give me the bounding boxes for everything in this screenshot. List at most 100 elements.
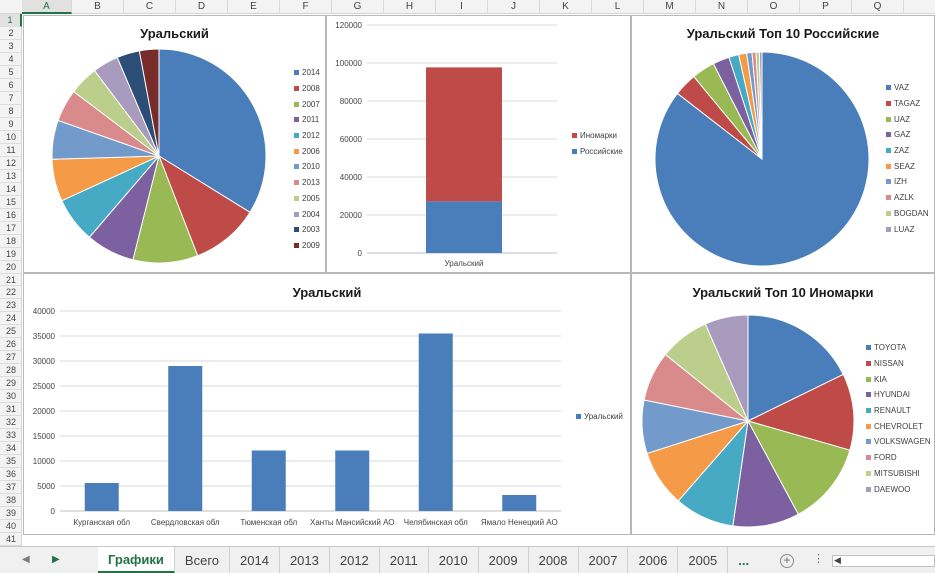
legend-label: 2008 (302, 84, 320, 94)
row-header-21[interactable]: 21 (0, 274, 22, 287)
sheet-tab[interactable]: Всего (175, 547, 231, 573)
sheet-tab[interactable]: 2013 (280, 547, 330, 573)
column-header-h[interactable]: H (384, 0, 436, 14)
row-header-1[interactable]: 1 (0, 14, 22, 27)
legend-swatch (294, 70, 299, 76)
pie-slice-2009 (138, 48, 160, 157)
row-header-41[interactable]: 41 (0, 533, 22, 546)
bar (168, 366, 203, 511)
sheet-tab[interactable]: 2010 (429, 547, 479, 573)
legend-label: UAZ (894, 114, 910, 124)
row-header-33[interactable]: 33 (0, 429, 22, 443)
column-header-b[interactable]: B (72, 0, 124, 14)
legend-swatch (572, 149, 577, 155)
triangle-left-icon[interactable]: ◀ (22, 554, 30, 565)
row-header-5[interactable]: 5 (0, 66, 22, 79)
row-header-25[interactable]: 25 (0, 325, 22, 339)
column-header-i[interactable]: I (436, 0, 488, 14)
triangle-right-icon[interactable]: ▶ (52, 554, 60, 565)
row-header-32[interactable]: 32 (0, 416, 22, 430)
row-header-40[interactable]: 40 (0, 520, 22, 534)
column-header-q[interactable]: Q (852, 0, 904, 14)
row-header-2[interactable]: 2 (0, 27, 22, 40)
row-header-20[interactable]: 20 (0, 261, 22, 274)
legend-swatch (866, 345, 871, 351)
legend-label: 2003 (302, 225, 320, 235)
column-header-e[interactable]: E (228, 0, 280, 14)
row-header-17[interactable]: 17 (0, 222, 22, 235)
row-header-36[interactable]: 36 (0, 468, 22, 482)
column-header-j[interactable]: J (488, 0, 540, 14)
vertical-dots-icon[interactable]: ⋮ (813, 553, 824, 565)
row-header-29[interactable]: 29 (0, 377, 22, 391)
row-header-9[interactable]: 9 (0, 118, 22, 131)
worksheet-grid[interactable]: Уральский 2014 2008 2007 2011 2012 2006 2010 20… (22, 14, 935, 546)
sheet-tab[interactable]: 2012 (330, 547, 380, 573)
plus-circle-icon[interactable]: + (780, 554, 794, 568)
column-header-g[interactable]: G (332, 0, 384, 14)
horizontal-scrollbar[interactable]: ◀ (832, 555, 935, 567)
row-header-12[interactable]: 12 (0, 157, 22, 170)
sheet-tab[interactable]: 2011 (380, 547, 429, 573)
column-header-f[interactable]: F (280, 0, 332, 14)
chart-pie-russian-top10[interactable]: Уральский Топ 10 Российские VAZ TAGAZ UAZ G… (631, 15, 935, 273)
row-header-28[interactable]: 28 (0, 364, 22, 378)
row-header-30[interactable]: 30 (0, 390, 22, 404)
row-header-22[interactable]: 22 (0, 286, 22, 300)
row-header-27[interactable]: 27 (0, 351, 22, 365)
chart-pie-foreign-top10[interactable]: Уральский Топ 10 Иномарки TOYOTA NISSAN KI… (631, 273, 935, 535)
row-header-23[interactable]: 23 (0, 299, 22, 313)
row-header-7[interactable]: 7 (0, 92, 22, 105)
row-header-18[interactable]: 18 (0, 235, 22, 248)
sheet-tab[interactable]: 2006 (628, 547, 679, 573)
row-header-24[interactable]: 24 (0, 312, 22, 326)
row-header-8[interactable]: 8 (0, 105, 22, 118)
sheet-tab[interactable]: 2008 (529, 547, 579, 573)
column-header-m[interactable]: M (644, 0, 696, 14)
column-header-l[interactable]: L (592, 0, 644, 14)
row-header-37[interactable]: 37 (0, 481, 22, 495)
legend-label: Иномарки (580, 131, 617, 141)
pie-slice-toyota (747, 314, 844, 422)
row-header-16[interactable]: 16 (0, 209, 22, 222)
row-header-35[interactable]: 35 (0, 455, 22, 469)
sheet-tab[interactable]: 2014 (230, 547, 280, 573)
legend-item: 2008 (294, 81, 320, 97)
row-header-19[interactable]: 19 (0, 248, 22, 261)
legend-item: 2012 (294, 128, 320, 144)
column-header-p[interactable]: P (800, 0, 852, 14)
legend-label: DAEWOO (874, 484, 911, 494)
chart-bar-regions[interactable]: Уральский 0 5000 10000 15000 20000 25000 30000… (23, 273, 631, 535)
sheet-tab[interactable]: Графики (98, 547, 175, 573)
legend-item: LUAZ (886, 221, 929, 237)
legend-item: 2013 (294, 175, 320, 191)
row-header-26[interactable]: 26 (0, 338, 22, 352)
column-header-a[interactable]: A (22, 0, 72, 14)
row-header-34[interactable]: 34 (0, 442, 22, 456)
column-header-k[interactable]: K (540, 0, 592, 14)
row-header-39[interactable]: 39 (0, 507, 22, 521)
sheet-tab[interactable]: 2009 (479, 547, 529, 573)
row-header-15[interactable]: 15 (0, 196, 22, 209)
row-header-31[interactable]: 31 (0, 403, 22, 417)
column-header-d[interactable]: D (176, 0, 228, 14)
row-header-11[interactable]: 11 (0, 144, 22, 157)
legend-label: TAGAZ (894, 99, 921, 109)
row-header-14[interactable]: 14 (0, 183, 22, 196)
column-header-n[interactable]: N (696, 0, 748, 14)
row-header-13[interactable]: 13 (0, 170, 22, 183)
chart-pie-years[interactable]: Уральский 2014 2008 2007 2011 2012 2006 2010 20… (23, 15, 326, 273)
column-header-c[interactable]: C (124, 0, 176, 14)
row-header-3[interactable]: 3 (0, 40, 22, 53)
row-header-38[interactable]: 38 (0, 494, 22, 508)
row-header-10[interactable]: 10 (0, 131, 22, 144)
legend-swatch (294, 211, 299, 217)
sheet-tab[interactable]: 2007 (579, 547, 629, 573)
scroll-left-icon[interactable]: ◀ (834, 555, 841, 565)
column-header-o[interactable]: O (748, 0, 800, 14)
sheet-tab[interactable]: 2005 (678, 547, 729, 573)
more-sheets-button[interactable]: ... (738, 553, 750, 568)
row-header-6[interactable]: 6 (0, 79, 22, 92)
chart-stacked-bar[interactable]: 0 20000 40000 60000 80000 100000 120000 Уральск… (326, 15, 631, 273)
row-header-4[interactable]: 4 (0, 53, 22, 66)
